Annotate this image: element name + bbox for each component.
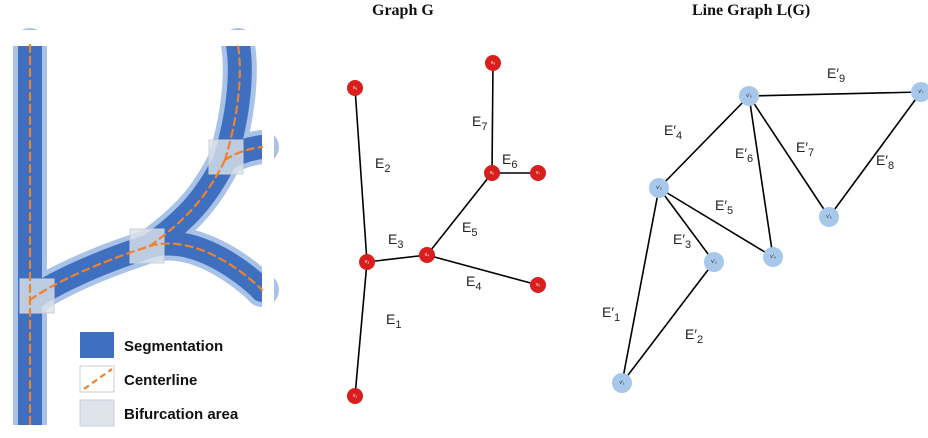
graph-g-node: v₁: [347, 388, 363, 404]
line-graph-edge-label: E′1: [602, 304, 620, 324]
graph-g-edge: [354, 261, 368, 397]
line-graph-edge: [748, 95, 774, 258]
legend-label-centerline: Centerline: [124, 372, 197, 389]
vessel-illustration: [0, 28, 279, 438]
line-graph-edge-label: E′2: [685, 326, 703, 346]
graph-g-node-label: v₆: [490, 170, 495, 176]
graph-g-edge-label: E5: [462, 219, 477, 239]
graph-g-node-label: v₃: [365, 259, 370, 265]
graph-g-node: v₇: [530, 165, 546, 181]
bifurcation-area: [129, 228, 165, 264]
graph-g-edge: [426, 172, 493, 256]
graph-g-node-label: v₉: [491, 60, 496, 66]
centerline: [223, 145, 264, 162]
graph-g-edge: [426, 254, 539, 286]
line-graph-edge-label: E′9: [827, 65, 845, 85]
line-graph-edge: [748, 91, 922, 97]
line-graph: E′9 E′4 E′6 E′7 E′8 E′5 E′3 E′1 E′2 v′₅ v′₇ v′₃ v′₆…: [602, 65, 928, 393]
graph-g-edge: [366, 254, 428, 263]
legend: Segmentation Centerline Bifurcation area: [79, 332, 239, 427]
centerline: [148, 242, 264, 292]
line-graph-node: v′₄: [763, 247, 783, 267]
line-graph-edge-label: E′3: [673, 231, 691, 251]
legend-centerline-mark: [83, 368, 113, 390]
line-graph-edge-label: E′5: [715, 197, 733, 217]
graph-g-node: v₉: [485, 55, 501, 71]
line-graph-node-label: v′₄: [770, 254, 775, 260]
line-graph-edge: [621, 261, 715, 384]
line-graph-node-label: v′₃: [656, 185, 661, 191]
line-graph-node: v′₁: [612, 373, 632, 393]
graph-g-node: v₈: [347, 80, 363, 96]
centerline: [223, 43, 241, 162]
line-graph-node: v′₆: [819, 207, 839, 227]
line-graph-node-label: v′₂: [711, 259, 716, 265]
graph-g-edge-label: E1: [386, 311, 401, 331]
graph-g-edge-label: E4: [466, 273, 481, 293]
line-graph-node-label: v′₇: [918, 89, 923, 95]
line-graph-edge-label: E′7: [796, 139, 814, 159]
line-graph-node-label: v′₆: [826, 214, 831, 220]
legend-label-bifurcation: Bifurcation area: [124, 406, 239, 423]
graph-g-edge-label: E7: [472, 113, 487, 133]
line-graph-edge-label: E′8: [876, 152, 894, 172]
legend-swatch-segmentation: [80, 332, 114, 358]
graph-g-node-label: v₁: [353, 393, 358, 399]
line-graph-node: v′₃: [649, 178, 669, 198]
graph-g-node-label: v₇: [536, 170, 541, 176]
line-graph-edge: [658, 187, 774, 258]
line-graph-node-label: v′₅: [746, 93, 751, 99]
graph-title: Graph G: [372, 2, 434, 19]
graph-g-node-label: v₅: [536, 282, 541, 288]
line-graph-edge-label: E′6: [735, 145, 753, 165]
line-graph-node: v′₂: [704, 252, 724, 272]
line-graph-edge: [621, 187, 660, 384]
graph-g-node: v₃: [359, 254, 375, 270]
line-graph-edge: [748, 95, 830, 218]
legend-label-segmentation: Segmentation: [124, 338, 223, 355]
bifurcation-area: [19, 278, 55, 314]
graph-g-node: v₅: [530, 277, 546, 293]
centerline: [28, 244, 152, 302]
graph-g-edge-label: E2: [375, 155, 390, 175]
line-graph-edge-label: E′4: [664, 122, 682, 142]
graph-g-node-label: v₄: [425, 252, 430, 258]
line-graph-edge: [658, 187, 715, 263]
line-graph-node-label: v′₁: [619, 380, 624, 386]
graph-g-node: v₄: [419, 247, 435, 263]
line-graph-title: Line Graph L(G): [692, 2, 811, 19]
legend-swatch-bifurcation: [79, 399, 115, 427]
graph-g-edge-label: E6: [502, 151, 517, 171]
line-graph-node: v′₅: [739, 86, 759, 106]
line-graph-edge: [828, 91, 922, 218]
graph-g-edge-label: E3: [388, 231, 403, 251]
graph-g-edge: [491, 62, 494, 174]
graph-g-edge: [354, 87, 368, 263]
line-graph-node: v′₇: [911, 82, 928, 102]
line-graph-edge: [658, 95, 750, 189]
centerline: [148, 158, 227, 248]
graph-g-node-label: v₈: [353, 85, 358, 91]
graph-g: E2 E1 E3 E4 E5 E7 E6 v₈ v₉ v₆ v₇ v₃ v₄ v₅ v₁: [347, 55, 546, 404]
graph-g-node: v₆: [484, 165, 500, 181]
